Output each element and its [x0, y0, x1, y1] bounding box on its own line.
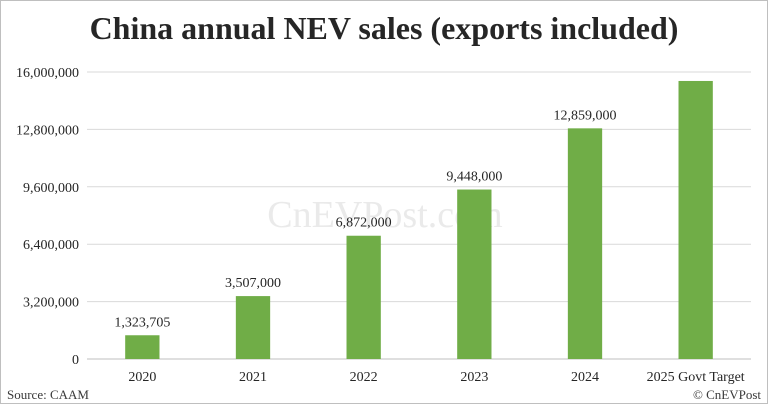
bar [125, 335, 160, 359]
data-labels: 1,323,705 3,507,000 6,872,000 9,448,000 12,8… [114, 108, 616, 330]
y-tick-label: 6,400,000 [23, 238, 79, 253]
x-tick-label: 2021 [239, 370, 267, 385]
data-label: 9,448,000 [446, 170, 502, 185]
y-tick-label: 12,800,000 [16, 123, 79, 138]
bars [125, 80, 713, 359]
y-tick-label: 3,200,000 [23, 296, 79, 311]
x-axis-ticks: 2020 2021 2022 2023 2024 2025 Govt Target [128, 370, 744, 385]
y-tick-label: 0 [72, 353, 79, 368]
bar [457, 189, 492, 359]
gridlines [87, 71, 751, 360]
x-tick-label: 2022 [350, 370, 378, 385]
y-tick-label: 16,000,000 [16, 66, 79, 81]
data-label: 3,507,000 [225, 276, 281, 291]
source-note: Source: CAAM [7, 387, 89, 402]
bar [346, 235, 381, 359]
x-tick-label: 2020 [128, 370, 156, 385]
y-tick-label: 9,600,000 [23, 181, 79, 196]
bar [567, 128, 603, 359]
data-label: 12,859,000 [554, 108, 617, 123]
bar [235, 296, 271, 359]
data-label: 6,872,000 [336, 216, 392, 231]
y-axis-ticks: 0 3,200,000 6,400,000 9,600,000 12,800,000 16… [16, 66, 79, 368]
x-tick-label: 2023 [460, 370, 488, 385]
x-tick-label: 2024 [571, 370, 599, 385]
chart-title: China annual NEV sales (exports included… [90, 10, 679, 46]
bar [678, 80, 713, 359]
x-tick-label: 2025 Govt Target [647, 370, 745, 385]
copyright-note: © CnEVPost [693, 387, 761, 402]
data-label: 1,323,705 [114, 315, 170, 330]
